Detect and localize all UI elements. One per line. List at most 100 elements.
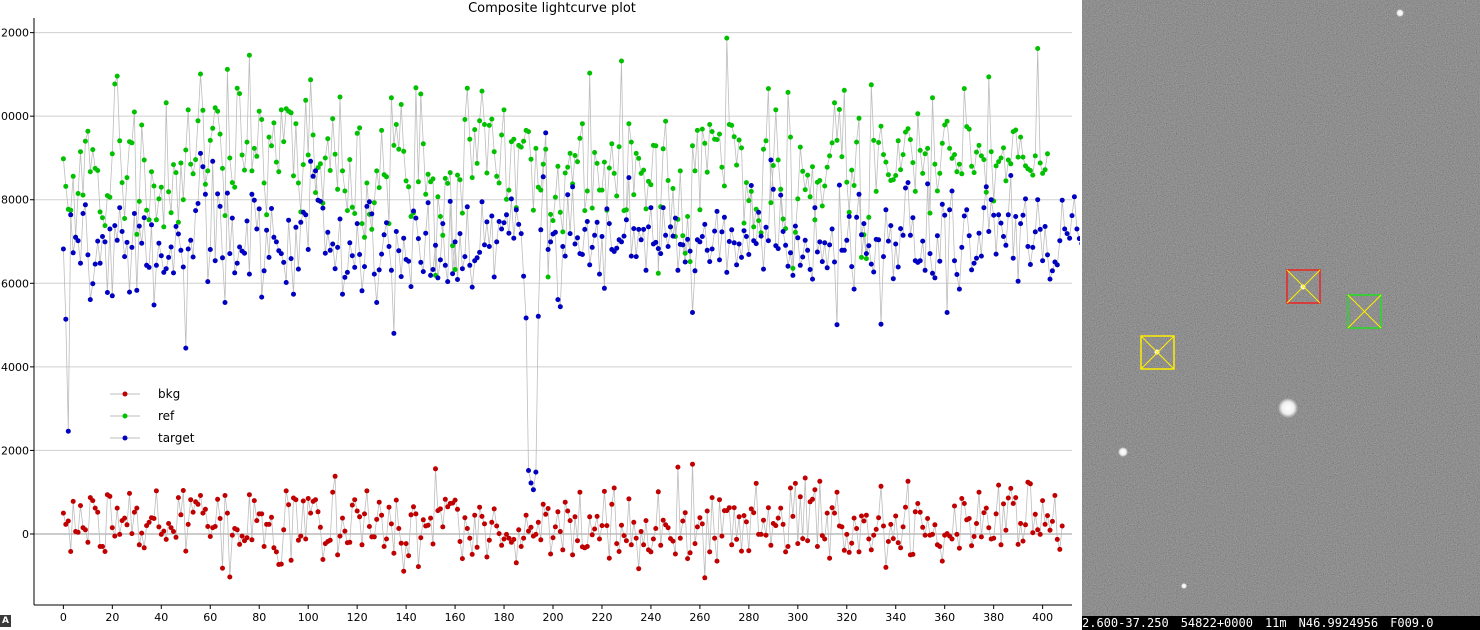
data-point	[562, 170, 568, 176]
data-point	[930, 531, 935, 537]
image-viewer-panel[interactable]: 2.600-37.250 54822+0000 11m N46.9924956 F009…	[1082, 0, 1480, 630]
data-point	[854, 526, 860, 531]
data-point	[731, 240, 737, 246]
data-point	[996, 482, 1002, 488]
data-point	[474, 544, 480, 550]
data-point	[557, 209, 563, 215]
data-point	[905, 180, 911, 186]
bright-star	[1278, 398, 1298, 418]
data-point	[810, 496, 815, 502]
data-point	[513, 560, 519, 566]
data-point	[792, 229, 798, 235]
legend-item-bkg[interactable]: bkg	[110, 387, 180, 401]
data-point	[300, 498, 306, 504]
data-point	[156, 240, 162, 246]
data-point	[932, 522, 938, 528]
data-point	[1059, 523, 1065, 529]
data-point	[452, 497, 458, 503]
data-point	[619, 522, 624, 528]
target-marker[interactable]	[1140, 335, 1175, 370]
data-point	[1027, 262, 1033, 267]
data-point	[538, 227, 544, 233]
data-point	[264, 227, 270, 233]
data-point	[251, 145, 257, 151]
data-point	[1032, 511, 1038, 517]
data-point	[707, 259, 713, 265]
data-point	[883, 159, 889, 165]
data-point	[890, 177, 896, 183]
data-point	[259, 511, 265, 517]
data-point	[856, 549, 862, 555]
data-point	[288, 557, 294, 563]
x-tick-label: 0	[60, 611, 67, 624]
data-point	[854, 214, 860, 220]
data-point	[70, 498, 76, 504]
data-point	[269, 514, 274, 520]
data-point	[261, 180, 267, 186]
reference-marker[interactable]	[1347, 294, 1382, 329]
data-point	[291, 291, 296, 297]
data-point	[1010, 255, 1016, 261]
data-point	[702, 575, 708, 581]
legend-item-ref[interactable]: ref	[110, 409, 175, 423]
data-point	[139, 240, 145, 246]
data-point	[335, 186, 341, 192]
data-point	[682, 510, 688, 516]
data-point	[601, 285, 607, 291]
data-point	[337, 216, 343, 222]
data-point	[819, 259, 825, 265]
lightcurve-plot-panel: 0 2000 4000 6000 8000 10000 12000 0 20 40 60 80 100 1…	[0, 0, 1080, 630]
data-point	[442, 175, 448, 181]
data-point	[844, 531, 850, 537]
series-line-target	[63, 132, 1080, 490]
data-point	[496, 180, 502, 186]
data-point	[376, 185, 382, 191]
data-point	[501, 107, 507, 113]
legend-item-target[interactable]: target	[110, 431, 195, 445]
data-point	[171, 270, 176, 276]
data-point	[202, 506, 208, 512]
data-point	[87, 169, 93, 175]
data-point	[75, 191, 81, 196]
data-point	[418, 259, 424, 265]
data-point	[171, 162, 176, 168]
data-point	[670, 538, 676, 544]
data-point	[788, 250, 793, 256]
data-point	[751, 224, 757, 230]
data-point	[653, 143, 659, 149]
data-point	[246, 492, 252, 498]
lightcurve-chart[interactable]: 0 2000 4000 6000 8000 10000 12000 0 20 40 60 80 100 1…	[0, 0, 1080, 630]
data-point	[131, 509, 137, 515]
data-point	[996, 159, 1002, 165]
background-marker[interactable]	[1286, 269, 1321, 304]
data-point	[616, 144, 622, 150]
data-point	[697, 207, 703, 213]
data-point	[619, 58, 624, 64]
data-point	[207, 247, 213, 252]
data-point	[981, 157, 987, 163]
data-point	[202, 191, 208, 197]
data-point	[888, 223, 894, 229]
data-point	[185, 246, 191, 252]
data-point	[259, 294, 265, 300]
data-point	[895, 264, 901, 270]
data-point	[425, 200, 431, 206]
data-point	[430, 176, 436, 182]
data-point	[501, 536, 507, 542]
data-point	[271, 120, 277, 126]
data-point	[435, 194, 441, 200]
data-point	[222, 213, 228, 219]
data-point	[714, 208, 720, 214]
data-point	[151, 302, 157, 308]
data-point	[844, 237, 850, 243]
data-point	[102, 223, 108, 229]
data-point	[332, 266, 338, 272]
data-point	[741, 228, 747, 234]
data-point	[305, 247, 311, 252]
data-point	[763, 224, 769, 230]
star-field-image[interactable]	[1082, 0, 1480, 616]
data-point	[78, 260, 83, 266]
data-point	[418, 91, 424, 97]
data-point	[114, 505, 120, 511]
data-point	[437, 506, 443, 512]
